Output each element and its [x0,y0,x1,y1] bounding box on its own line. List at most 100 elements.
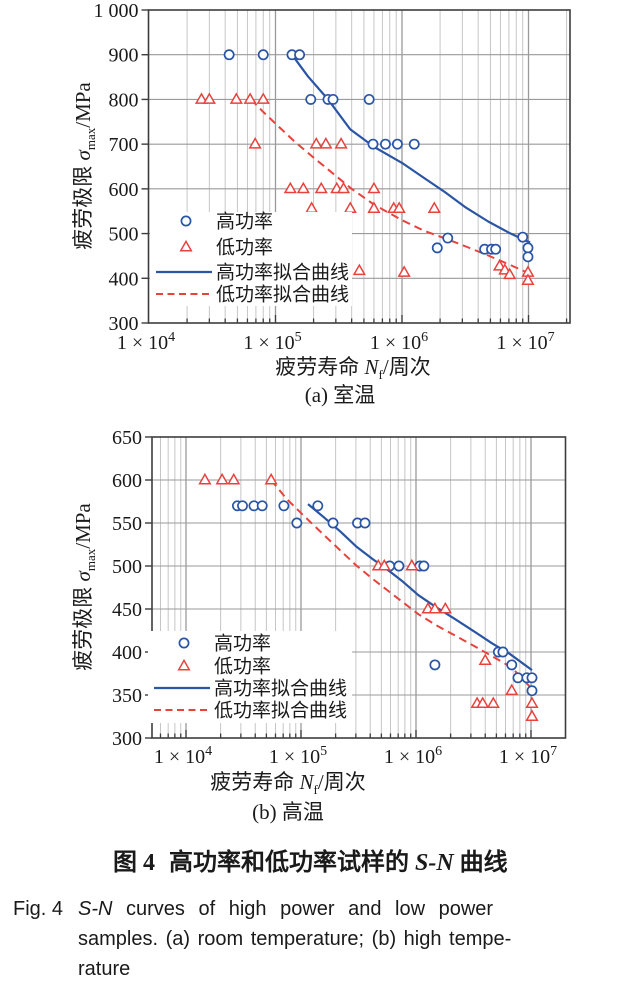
low-power-point [476,696,490,709]
high-power-point [359,517,371,529]
high-power-point [312,500,324,512]
y-tick-label: 900 [109,45,139,67]
low-power-point [492,259,507,271]
y-tick-label: 600 [109,179,139,201]
low-power-point [405,558,419,571]
legend-triangle-symbol [177,658,191,671]
low-power-point [352,263,366,276]
low-power-point [525,709,539,721]
high-power-point [506,659,518,671]
low-power-point [336,181,351,194]
low-power-point [296,181,310,194]
high-power-point [380,138,391,150]
legend-label: 高功率 [216,211,273,233]
high-power-point [442,232,454,244]
y-tick-label: 500 [109,224,139,246]
x-axis-title-b-subscript: f [313,782,318,798]
low-power-point [227,472,241,485]
x-axis-title-a-variable: N [364,355,379,379]
y-axis-title-a-suffix: /MPa [70,82,95,128]
low-power-point [309,137,323,149]
plot-frame [147,9,571,324]
high-power-point [391,138,403,150]
x-axis-title-a: 疲劳寿命 Nf/周次 [275,351,430,383]
x-axis-title-a-subscript: f [378,367,383,383]
low-power-point [305,201,319,213]
legend-circle-symbol [180,215,192,227]
low-power-point [202,92,216,104]
y-axis-title-b-prefix: 疲劳极限 [70,581,95,671]
legend-label: 低功率 [216,237,273,259]
legend-label: 低功率拟合曲线 [214,700,347,722]
legend-label: 低功率拟合曲线 [216,284,349,306]
y-axis-title-b: 疲劳极限 σmax/MPa [67,503,99,671]
low-power-point [397,265,411,277]
figure-caption-en-italic: S-N [78,898,113,920]
low-power-point [392,201,406,213]
y-tick-label: 300 [112,728,142,750]
high-power-point [305,93,317,105]
legend-background [150,212,352,306]
y-axis-title-b-variable: σ [70,571,95,582]
x-tick-label: 1 × 105 [269,744,327,768]
low-power-point [343,201,357,213]
low-power-point [367,201,381,213]
high-power-point [431,242,443,254]
low-power-point [486,696,500,709]
high-power-point [256,500,268,512]
low-power-point [428,601,442,614]
x-tick-label: 1 × 105 [243,330,301,354]
figure-caption-cn-label: 图 4 [113,850,155,876]
x-axis-title-b-suffix: /周次 [317,770,366,794]
low-power-point [377,558,391,571]
legend-label: 高功率拟合曲线 [216,262,349,284]
x-tick-label: 1 × 107 [496,330,554,354]
high-power-point [291,517,303,529]
y-tick-label: 300 [109,313,139,335]
low-power-point [229,92,243,104]
figure-caption-en-line1: curves of high power and low power [126,898,494,920]
y-tick-label: 350 [112,685,142,707]
y-tick-label: 1 000 [94,0,139,22]
y-axis-title-a-subscript: max [83,127,99,151]
high-power-point [223,49,235,61]
low-power-point [427,201,441,213]
high-power-point [363,93,375,105]
low-power-point [503,267,517,280]
high-power-point [367,138,379,150]
y-axis-title-b-subscript: max [83,548,99,572]
high-power-point [497,646,509,658]
subcaption-a: (a) 室温 [304,383,376,407]
high-power-point [522,242,534,254]
y-axis-title-b-suffix: /MPa [70,503,95,549]
low-power-point [243,92,257,104]
low-power-point [194,92,209,104]
figure-caption-en: Fig. 4 S-N curves of high power and low … [13,894,528,984]
low-power-point [215,472,229,485]
y-tick-label: 600 [112,470,142,492]
y-tick-label: 550 [112,513,142,535]
x-axis-title-b-variable: N [299,770,314,794]
x-axis-title-b: 疲劳寿命 Nf/周次 [210,766,365,798]
low-power-point [198,472,212,485]
subcaption-b: (b) 高温 [252,800,324,824]
high-power-point [278,500,290,512]
low-power-point [367,181,381,194]
low-power-point [314,181,328,194]
high-power-point [327,93,339,105]
legend-label: 高功率拟合曲线 [214,678,347,700]
low-power-point [264,472,278,485]
high-power-fit-curve [307,503,533,671]
legend-triangle-symbol [179,239,193,252]
high-power-point [257,49,269,61]
legend-circle-symbol [178,637,190,649]
low-power-point [334,137,348,149]
x-axis-title-a-suffix: /周次 [382,355,431,379]
x-axis-title-a-prefix: 疲劳寿命 [275,355,365,379]
figure-caption-cn-italic: S-N [415,850,454,876]
high-power-point [418,560,430,572]
high-power-point [517,231,529,243]
figure-caption-cn-text-after: 曲线 [453,850,508,876]
figure-caption-en-line2: samples. (a) room temperature; (b) high … [78,928,512,950]
